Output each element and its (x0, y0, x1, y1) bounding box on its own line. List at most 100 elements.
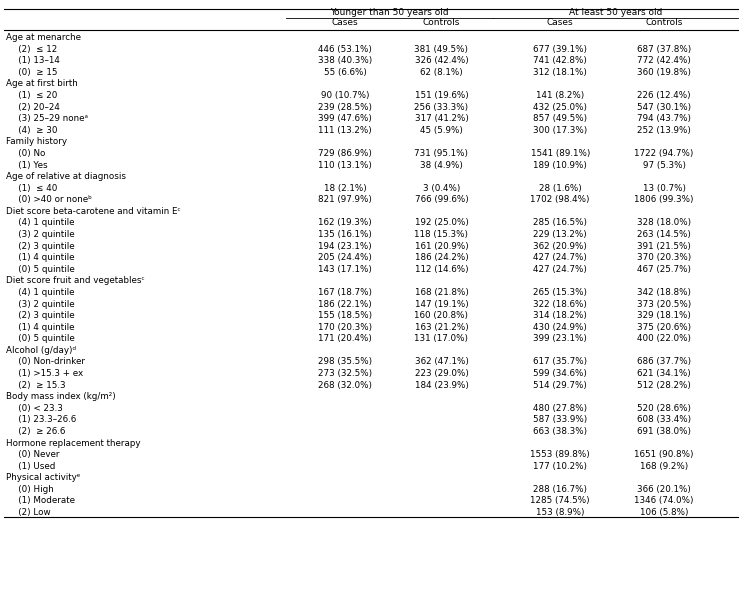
Text: 687 (37.8%): 687 (37.8%) (637, 45, 692, 54)
Text: 110 (13.1%): 110 (13.1%) (318, 161, 372, 170)
Text: 256 (33.3%): 256 (33.3%) (415, 103, 468, 112)
Text: Diet score fruit and vegetablesᶜ: Diet score fruit and vegetablesᶜ (6, 277, 145, 285)
Text: Family history: Family history (6, 137, 67, 147)
Text: 373 (20.5%): 373 (20.5%) (637, 300, 692, 309)
Text: 288 (16.7%): 288 (16.7%) (533, 485, 587, 494)
Text: 184 (23.9%): 184 (23.9%) (415, 381, 468, 389)
Text: 621 (34.1%): 621 (34.1%) (637, 369, 691, 378)
Text: (0) Never: (0) Never (10, 450, 59, 459)
Text: 857 (49.5%): 857 (49.5%) (533, 114, 587, 123)
Text: Hormone replacement therapy: Hormone replacement therapy (6, 439, 140, 447)
Text: (2) 3 quintile: (2) 3 quintile (10, 311, 74, 320)
Text: 608 (33.4%): 608 (33.4%) (637, 415, 691, 424)
Text: (1) 4 quintile: (1) 4 quintile (10, 253, 74, 262)
Text: 467 (25.7%): 467 (25.7%) (637, 265, 691, 274)
Text: 1553 (89.8%): 1553 (89.8%) (531, 450, 590, 459)
Text: 821 (97.9%): 821 (97.9%) (318, 195, 372, 204)
Text: Age of relative at diagnosis: Age of relative at diagnosis (6, 172, 126, 181)
Text: Physical activityᵉ: Physical activityᵉ (6, 473, 80, 482)
Text: 399 (47.6%): 399 (47.6%) (318, 114, 372, 123)
Text: 512 (28.2%): 512 (28.2%) (637, 381, 691, 389)
Text: 427 (24.7%): 427 (24.7%) (533, 253, 587, 262)
Text: 772 (42.4%): 772 (42.4%) (637, 56, 691, 65)
Text: Controls: Controls (646, 18, 683, 27)
Text: 186 (22.1%): 186 (22.1%) (318, 300, 372, 309)
Text: 162 (19.3%): 162 (19.3%) (318, 219, 372, 228)
Text: 731 (95.1%): 731 (95.1%) (415, 149, 468, 158)
Text: 118 (15.3%): 118 (15.3%) (415, 230, 468, 239)
Text: (0) Non-drinker: (0) Non-drinker (10, 358, 85, 366)
Text: 111 (13.2%): 111 (13.2%) (318, 126, 372, 135)
Text: 514 (29.7%): 514 (29.7%) (533, 381, 587, 389)
Text: (2) 20–24: (2) 20–24 (10, 103, 59, 112)
Text: Younger than 50 years old: Younger than 50 years old (330, 8, 449, 17)
Text: 329 (18.1%): 329 (18.1%) (637, 311, 691, 320)
Text: 729 (86.9%): 729 (86.9%) (318, 149, 372, 158)
Text: (1) 23.3–26.6: (1) 23.3–26.6 (10, 415, 76, 424)
Text: 205 (24.4%): 205 (24.4%) (318, 253, 372, 262)
Text: 229 (13.2%): 229 (13.2%) (533, 230, 587, 239)
Text: 141 (8.2%): 141 (8.2%) (536, 91, 585, 100)
Text: 143 (17.1%): 143 (17.1%) (318, 265, 372, 274)
Text: 13 (0.7%): 13 (0.7%) (643, 184, 686, 193)
Text: (1)  ≤ 40: (1) ≤ 40 (10, 184, 57, 193)
Text: 273 (32.5%): 273 (32.5%) (318, 369, 372, 378)
Text: 268 (32.0%): 268 (32.0%) (318, 381, 372, 389)
Text: 192 (25.0%): 192 (25.0%) (415, 219, 468, 228)
Text: 338 (40.3%): 338 (40.3%) (318, 56, 372, 65)
Text: 160 (20.8%): 160 (20.8%) (415, 311, 468, 320)
Text: (2) 3 quintile: (2) 3 quintile (10, 242, 74, 251)
Text: 97 (5.3%): 97 (5.3%) (643, 161, 686, 170)
Text: 446 (53.1%): 446 (53.1%) (318, 45, 372, 54)
Text: 45 (5.9%): 45 (5.9%) (420, 126, 463, 135)
Text: (1)  ≤ 20: (1) ≤ 20 (10, 91, 57, 100)
Text: (0) 5 quintile: (0) 5 quintile (10, 265, 74, 274)
Text: 312 (18.1%): 312 (18.1%) (533, 68, 587, 77)
Text: 62 (8.1%): 62 (8.1%) (420, 68, 463, 77)
Text: 163 (21.2%): 163 (21.2%) (415, 323, 468, 332)
Text: (1) Used: (1) Used (10, 462, 55, 470)
Text: (0)  ≥ 15: (0) ≥ 15 (10, 68, 57, 77)
Text: 153 (8.9%): 153 (8.9%) (536, 508, 585, 517)
Text: Alcohol (g/day)ᵈ: Alcohol (g/day)ᵈ (6, 346, 76, 355)
Text: (2)  ≥ 26.6: (2) ≥ 26.6 (10, 427, 65, 436)
Text: 366 (20.1%): 366 (20.1%) (637, 485, 691, 494)
Text: 741 (42.8%): 741 (42.8%) (533, 56, 587, 65)
Text: (1) Yes: (1) Yes (10, 161, 47, 170)
Text: 381 (49.5%): 381 (49.5%) (415, 45, 468, 54)
Text: 686 (37.7%): 686 (37.7%) (637, 358, 691, 366)
Text: 362 (20.9%): 362 (20.9%) (533, 242, 587, 251)
Text: 547 (30.1%): 547 (30.1%) (637, 103, 691, 112)
Text: 177 (10.2%): 177 (10.2%) (533, 462, 587, 470)
Text: 1806 (99.3%): 1806 (99.3%) (634, 195, 694, 204)
Text: 342 (18.8%): 342 (18.8%) (637, 288, 691, 297)
Text: 239 (28.5%): 239 (28.5%) (318, 103, 372, 112)
Text: (0) No: (0) No (10, 149, 45, 158)
Text: 38 (4.9%): 38 (4.9%) (420, 161, 463, 170)
Text: 1722 (94.7%): 1722 (94.7%) (634, 149, 694, 158)
Text: 1651 (90.8%): 1651 (90.8%) (634, 450, 694, 459)
Text: 194 (23.1%): 194 (23.1%) (318, 242, 372, 251)
Text: 400 (22.0%): 400 (22.0%) (637, 335, 691, 343)
Text: 360 (19.8%): 360 (19.8%) (637, 68, 691, 77)
Text: 161 (20.9%): 161 (20.9%) (415, 242, 468, 251)
Text: 391 (21.5%): 391 (21.5%) (637, 242, 691, 251)
Text: Diet score beta-carotene and vitamin Eᶜ: Diet score beta-carotene and vitamin Eᶜ (6, 207, 180, 216)
Text: (0) High: (0) High (10, 485, 53, 494)
Text: (2) Low: (2) Low (10, 508, 50, 517)
Text: (2)  ≤ 12: (2) ≤ 12 (10, 45, 57, 54)
Text: 328 (18.0%): 328 (18.0%) (637, 219, 691, 228)
Text: (1) 4 quintile: (1) 4 quintile (10, 323, 74, 332)
Text: 223 (29.0%): 223 (29.0%) (415, 369, 468, 378)
Text: 766 (99.6%): 766 (99.6%) (415, 195, 468, 204)
Text: (2)  ≥ 15.3: (2) ≥ 15.3 (10, 381, 65, 389)
Text: 300 (17.3%): 300 (17.3%) (533, 126, 588, 135)
Text: 617 (35.7%): 617 (35.7%) (533, 358, 587, 366)
Text: 326 (42.4%): 326 (42.4%) (415, 56, 468, 65)
Text: 186 (24.2%): 186 (24.2%) (415, 253, 468, 262)
Text: 663 (38.3%): 663 (38.3%) (533, 427, 587, 436)
Text: 370 (20.3%): 370 (20.3%) (637, 253, 692, 262)
Text: 298 (35.5%): 298 (35.5%) (318, 358, 372, 366)
Text: 170 (20.3%): 170 (20.3%) (318, 323, 372, 332)
Text: 90 (10.7%): 90 (10.7%) (321, 91, 370, 100)
